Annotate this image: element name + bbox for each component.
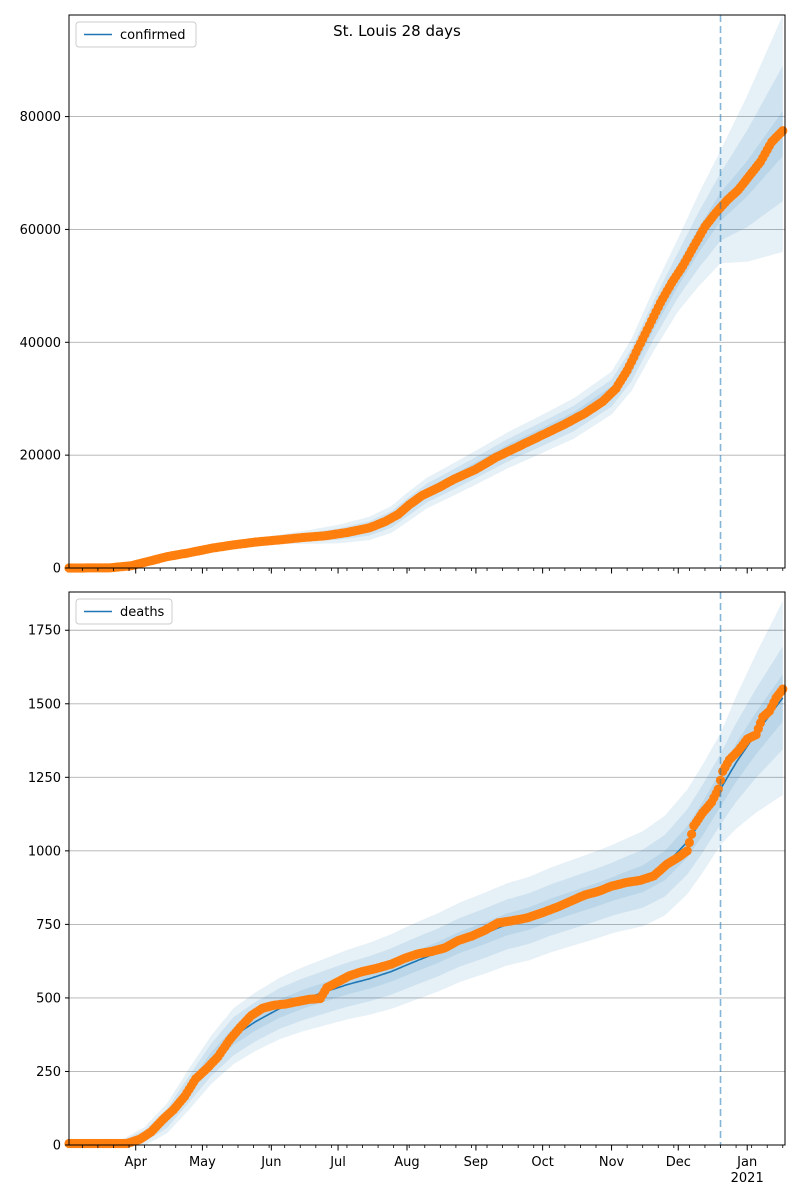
y-tick-label: 750 — [36, 918, 61, 933]
x-year-label: 2021 — [731, 1171, 764, 1186]
legend-box — [75, 598, 173, 625]
y-tick-label: 250 — [36, 1065, 61, 1080]
y-tick-label: 1500 — [28, 697, 61, 712]
x-tick-label: Sep — [464, 1155, 489, 1170]
y-tick-label: 20000 — [20, 449, 61, 464]
observed-point — [778, 684, 788, 694]
uncertainty-band — [69, 674, 783, 1145]
x-tick-label: Apr — [124, 1155, 147, 1170]
observed-point — [713, 784, 723, 794]
legend-box — [75, 21, 197, 48]
x-tick-label: May — [189, 1155, 216, 1170]
x-tick-label: Nov — [599, 1155, 625, 1170]
y-tick-label: 0 — [53, 562, 61, 577]
panel-confirmed: 0 20000 40000 60000 80000 confirmed — [20, 14, 788, 577]
observed-point — [687, 829, 697, 839]
axes-frame — [68, 14, 786, 569]
y-tick-label: 1750 — [28, 624, 61, 639]
y-tick-label: 1000 — [28, 844, 61, 859]
legend-label: deaths — [120, 605, 165, 620]
uncertainty-band — [69, 600, 783, 1145]
y-tick-label: 0 — [53, 1139, 61, 1154]
chart-title: St. Louis 28 days — [333, 22, 461, 40]
y-tick-label: 80000 — [20, 110, 61, 125]
panel-deaths: 0 250 500 750 1000 1250 1500 1750 Apr May Jun Jul Au… — [28, 591, 788, 1186]
observed-point — [682, 846, 692, 856]
x-tick-label: Dec — [666, 1155, 691, 1170]
observed-point — [778, 126, 788, 136]
x-tick-label: Aug — [394, 1155, 419, 1170]
y-tick-label: 40000 — [20, 336, 61, 351]
x-tick-label: Jul — [329, 1155, 346, 1170]
x-tick-label: Jun — [260, 1155, 281, 1170]
axes-frame — [68, 591, 786, 1146]
legend-label: confirmed — [120, 28, 186, 43]
y-tick-label: 60000 — [20, 223, 61, 238]
y-tick-label: 500 — [36, 991, 61, 1006]
x-tick-label: Jan — [736, 1155, 757, 1170]
observed-point — [684, 837, 695, 848]
y-tick-label: 1250 — [28, 771, 61, 786]
x-tick-label: Oct — [531, 1155, 553, 1170]
